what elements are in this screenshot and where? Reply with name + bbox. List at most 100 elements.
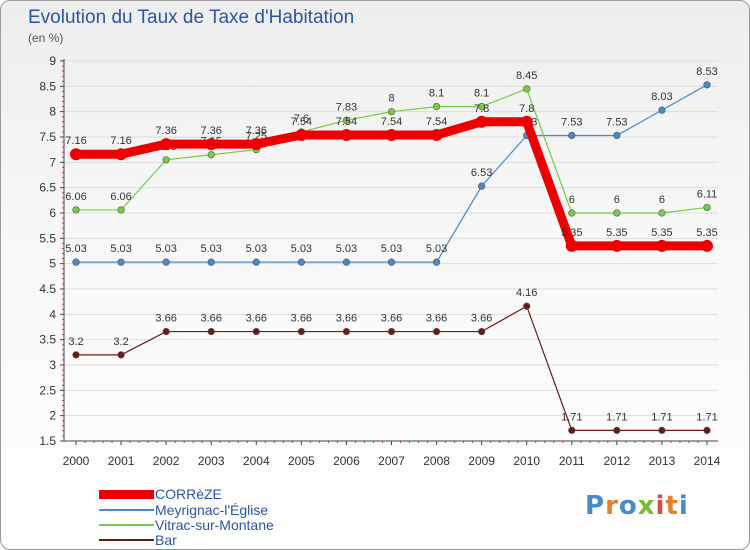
data-label-bar: 3.66 (291, 313, 312, 325)
data-label-meyrignac-l-glise: 5.03 (246, 243, 267, 255)
data-point-vitrac-sur-montane (207, 151, 215, 159)
data-label-meyrignac-l-glise: 5.03 (201, 243, 222, 255)
data-label-vitrac-sur-montane: 8.1 (429, 88, 444, 100)
data-point-bar (478, 327, 486, 336)
x-tick-label: 2014 (694, 454, 721, 468)
data-point-vitrac-sur-montane (162, 156, 170, 164)
x-tick-label: 2005 (288, 454, 315, 468)
data-point-bar (613, 426, 621, 434)
data-point-vitrac-sur-montane (658, 209, 666, 217)
data-point-bar (342, 327, 351, 336)
data-point-corr-ze (610, 239, 623, 252)
logo-letter: r (605, 491, 619, 521)
data-point-corr-ze (520, 115, 533, 128)
y-tick-label: 5.5 (39, 231, 56, 245)
data-point-vitrac-sur-montane (523, 85, 531, 93)
x-tick-label: 2006 (333, 454, 360, 468)
x-tick-label: 2009 (468, 454, 495, 468)
data-label-bar: 3.66 (336, 313, 357, 325)
data-label-vitrac-sur-montane: 7.83 (336, 101, 357, 113)
data-point-vitrac-sur-montane (478, 102, 486, 111)
data-point-meyrignac-l-glise (703, 81, 711, 89)
data-label-bar: 3.66 (201, 313, 222, 325)
data-point-meyrignac-l-glise (342, 258, 351, 266)
data-label-meyrignac-l-glise: 5.03 (155, 243, 176, 255)
data-label-bar: 3.2 (113, 336, 128, 348)
data-point-meyrignac-l-glise (207, 258, 215, 266)
x-tick-label: 2010 (513, 454, 540, 468)
x-tick-label: 2012 (604, 454, 631, 468)
data-label-corr-ze: 7.54 (291, 116, 312, 128)
data-point-corr-ze (655, 239, 668, 252)
data-point-bar (207, 327, 215, 336)
logo-letter: t (665, 491, 679, 521)
data-point-corr-ze (295, 128, 308, 141)
data-label-vitrac-sur-montane: 8 (388, 93, 394, 105)
data-label-corr-ze: 7.54 (336, 116, 357, 128)
data-label-meyrignac-l-glise: 7.53 (561, 116, 582, 128)
chart-title: Evolution du Taux de Taxe d'Habitation (28, 7, 355, 28)
data-label-corr-ze: 5.35 (561, 227, 582, 239)
y-tick-label: 4 (49, 307, 56, 321)
data-label-corr-ze: 7.36 (201, 125, 222, 137)
data-label-corr-ze: 7.16 (65, 135, 86, 147)
x-tick-label: 2008 (423, 454, 450, 468)
data-point-bar (523, 302, 531, 310)
data-point-bar (387, 327, 396, 336)
y-tick-label: 6.5 (39, 181, 56, 195)
data-point-bar (568, 426, 576, 434)
data-label-bar: 4.16 (516, 287, 537, 299)
logo-letter: o (618, 491, 638, 521)
legend-swatch (99, 509, 154, 511)
data-label-corr-ze: 7.8 (519, 103, 534, 115)
x-tick-label: 2001 (108, 454, 135, 468)
data-label-meyrignac-l-glise: 5.03 (426, 243, 447, 255)
data-point-bar (658, 426, 666, 434)
data-label-bar: 3.66 (471, 313, 492, 325)
data-point-bar (703, 426, 711, 434)
data-point-corr-ze (385, 128, 398, 141)
data-label-bar: 3.2 (68, 336, 83, 348)
data-label-meyrignac-l-glise: 8.03 (651, 91, 672, 103)
data-label-bar: 3.66 (246, 313, 267, 325)
logo-letter: i (678, 491, 689, 521)
data-point-meyrignac-l-glise (162, 258, 170, 266)
data-point-corr-ze (701, 239, 713, 252)
data-label-meyrignac-l-glise: 8.53 (696, 66, 717, 78)
data-point-corr-ze (70, 148, 82, 161)
y-tick-label: 7 (49, 155, 56, 169)
data-label-vitrac-sur-montane: 6.06 (65, 191, 86, 203)
data-label-corr-ze: 5.35 (696, 227, 717, 239)
y-tick-label: 4.5 (39, 282, 56, 296)
data-point-corr-ze (340, 128, 353, 141)
data-label-vitrac-sur-montane: 6.11 (697, 188, 718, 200)
data-point-corr-ze (250, 138, 263, 151)
x-tick-label: 2013 (649, 454, 676, 468)
data-label-bar: 1.71 (696, 411, 717, 423)
data-point-meyrignac-l-glise (613, 131, 621, 140)
y-tick-label: 1.5 (39, 434, 56, 448)
data-point-meyrignac-l-glise (252, 258, 260, 266)
data-point-meyrignac-l-glise (297, 258, 305, 266)
y-tick-label: 2.5 (39, 383, 56, 397)
data-point-corr-ze (475, 115, 488, 128)
data-label-bar: 1.71 (651, 411, 672, 423)
logo-letter: P (585, 491, 606, 521)
data-label-bar: 3.66 (155, 313, 176, 325)
y-tick-label: 8.5 (39, 79, 56, 93)
data-point-bar (117, 351, 125, 359)
data-label-corr-ze: 7.54 (426, 116, 447, 128)
data-point-vitrac-sur-montane (432, 102, 441, 111)
data-point-corr-ze (565, 239, 578, 252)
data-label-meyrignac-l-glise: 5.03 (336, 243, 357, 255)
data-label-vitrac-sur-montane: 8.1 (474, 88, 489, 100)
data-point-vitrac-sur-montane (117, 206, 125, 214)
data-point-corr-ze (160, 138, 173, 151)
x-tick-label: 2002 (153, 454, 180, 468)
data-label-meyrignac-l-glise: 5.03 (110, 243, 131, 255)
y-tick-label: 7.5 (39, 130, 56, 144)
y-tick-label: 6 (49, 206, 56, 220)
data-label-corr-ze: 5.35 (606, 227, 627, 239)
data-point-vitrac-sur-montane (387, 108, 396, 116)
